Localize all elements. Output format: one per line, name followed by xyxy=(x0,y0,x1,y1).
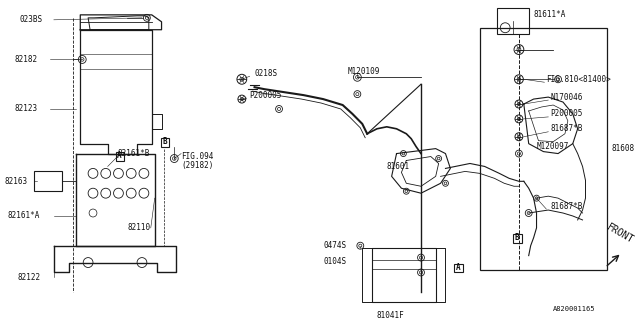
Bar xyxy=(35,172,61,191)
Text: 82123: 82123 xyxy=(15,105,38,114)
Text: A: A xyxy=(456,263,461,272)
Text: 82122: 82122 xyxy=(18,273,41,282)
Text: A820001165: A820001165 xyxy=(553,306,596,312)
Bar xyxy=(372,248,436,302)
Text: A: A xyxy=(117,151,122,160)
Text: 81611*A: 81611*A xyxy=(534,10,566,20)
Text: 82161*A: 82161*A xyxy=(8,212,40,220)
Text: N170046: N170046 xyxy=(550,92,582,101)
Text: 0104S: 0104S xyxy=(323,257,346,266)
Bar xyxy=(497,8,529,34)
Text: 0218S: 0218S xyxy=(255,69,278,78)
Text: 023BS: 023BS xyxy=(20,15,43,24)
Text: 81687*B: 81687*B xyxy=(550,124,582,133)
Text: M120109: M120109 xyxy=(348,67,380,76)
Text: (29182): (29182) xyxy=(181,161,214,170)
Bar xyxy=(480,28,607,270)
Bar xyxy=(454,264,463,272)
Text: 82161*B: 82161*B xyxy=(118,149,150,158)
Text: 81601: 81601 xyxy=(387,162,410,171)
Text: 82163: 82163 xyxy=(5,177,28,186)
Bar xyxy=(513,234,522,243)
Text: P200005: P200005 xyxy=(250,91,282,100)
Text: 81687*B: 81687*B xyxy=(550,202,582,211)
Text: B: B xyxy=(162,137,167,146)
Text: 81041F: 81041F xyxy=(377,310,404,320)
Text: 81608: 81608 xyxy=(612,144,635,153)
Text: FRONT: FRONT xyxy=(605,222,636,246)
Text: 82110: 82110 xyxy=(127,223,150,232)
Text: 0474S: 0474S xyxy=(323,241,346,250)
Text: B: B xyxy=(515,233,519,242)
Text: FIG.810<81400>: FIG.810<81400> xyxy=(547,75,611,84)
Bar xyxy=(161,138,170,147)
Text: 82182: 82182 xyxy=(15,55,38,64)
Bar xyxy=(116,152,124,161)
Text: M120097: M120097 xyxy=(536,142,569,151)
Text: P200005: P200005 xyxy=(550,109,582,118)
Text: FIG.094: FIG.094 xyxy=(181,152,214,161)
